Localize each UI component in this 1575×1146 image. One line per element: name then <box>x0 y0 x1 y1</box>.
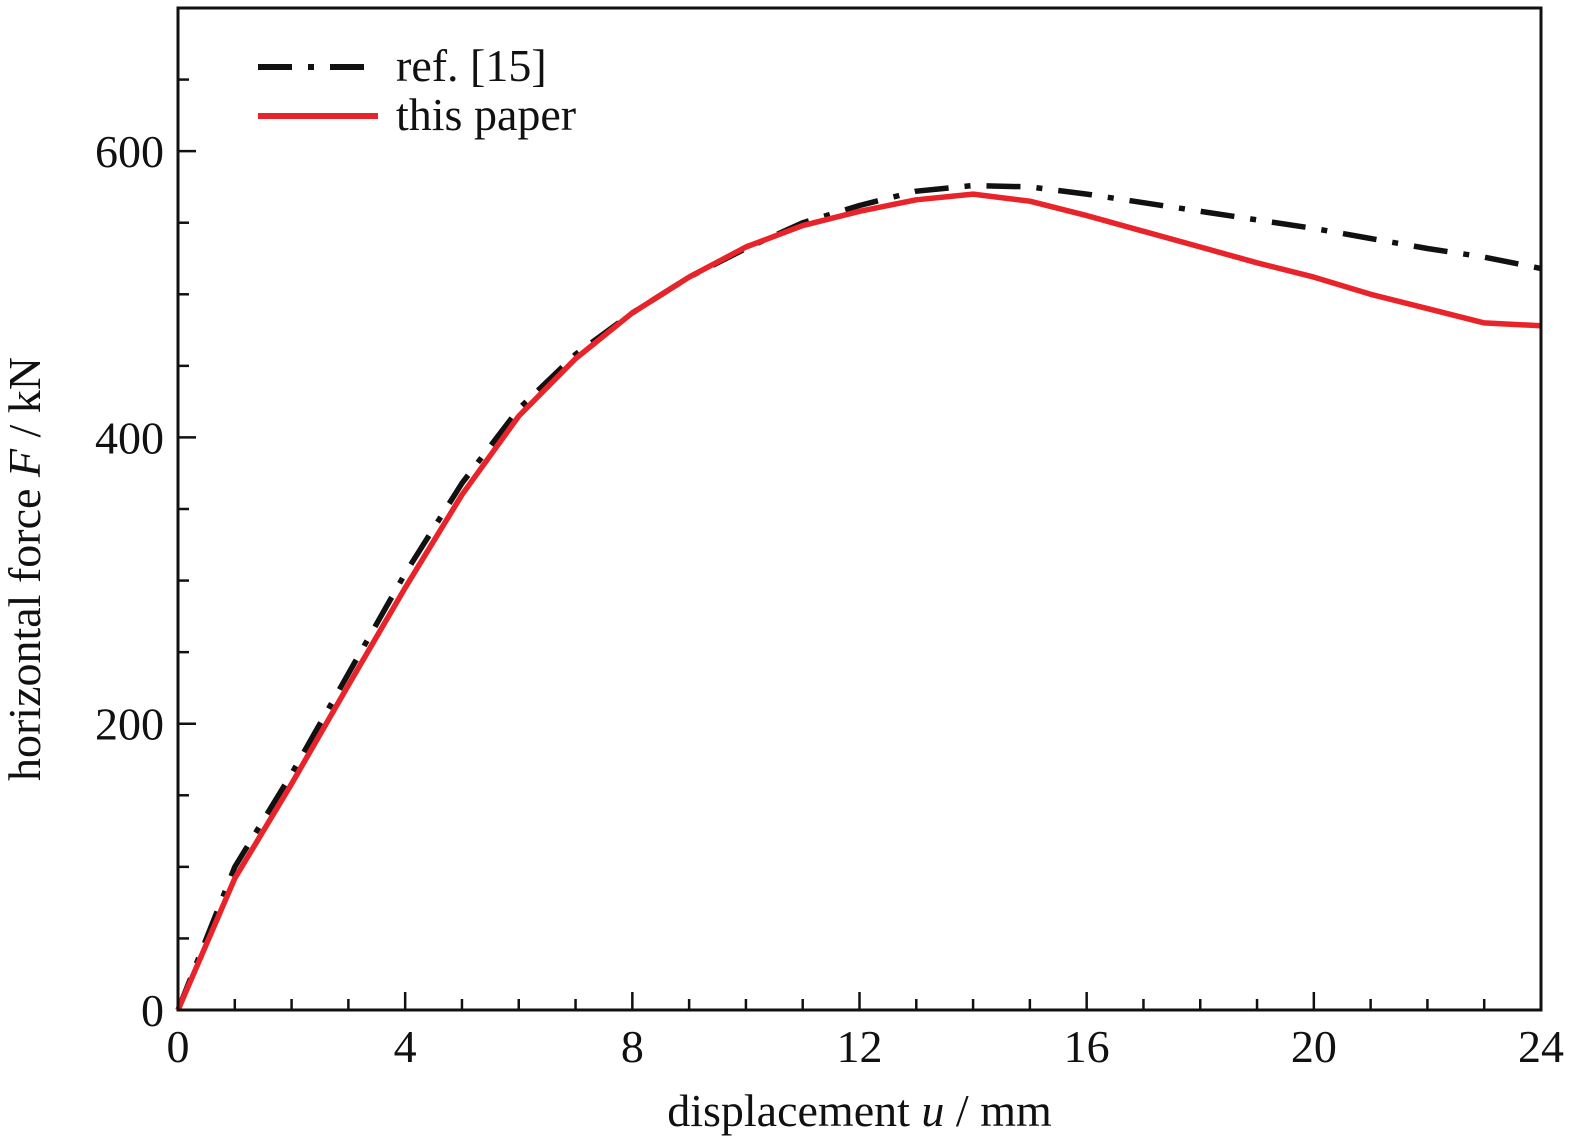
x-tick-label: 0 <box>167 1021 190 1072</box>
legend-label-ref-15: ref. [15] <box>396 40 547 91</box>
y-tick-label: 400 <box>95 412 164 463</box>
x-tick-label: 16 <box>1064 1021 1110 1072</box>
plot-frame <box>176 6 1543 1012</box>
series-layer <box>175 182 1542 1012</box>
tick-labels: 0 4 8 12 16 20 24 0 200 400 600 <box>95 126 1564 1072</box>
axis-ticks <box>176 6 1543 1012</box>
series-line-ref-15 <box>175 182 1542 1012</box>
series-line-this-paper <box>175 191 1542 1012</box>
x-tick-label: 4 <box>394 1021 417 1072</box>
y-tick-label: 200 <box>95 699 164 750</box>
legend: ref. [15] this paper <box>258 40 576 140</box>
x-tick-label: 12 <box>837 1021 883 1072</box>
x-tick-label: 20 <box>1291 1021 1337 1072</box>
x-tick-label: 24 <box>1518 1021 1564 1072</box>
y-tick-label: 0 <box>141 985 164 1036</box>
x-tick-label: 8 <box>621 1021 644 1072</box>
x-axis-label: displacement u / mm <box>667 1085 1052 1136</box>
y-axis-label: horizontal force F / kN <box>0 357 50 781</box>
y-tick-label: 600 <box>95 126 164 177</box>
legend-label-this-paper: this paper <box>396 89 576 140</box>
